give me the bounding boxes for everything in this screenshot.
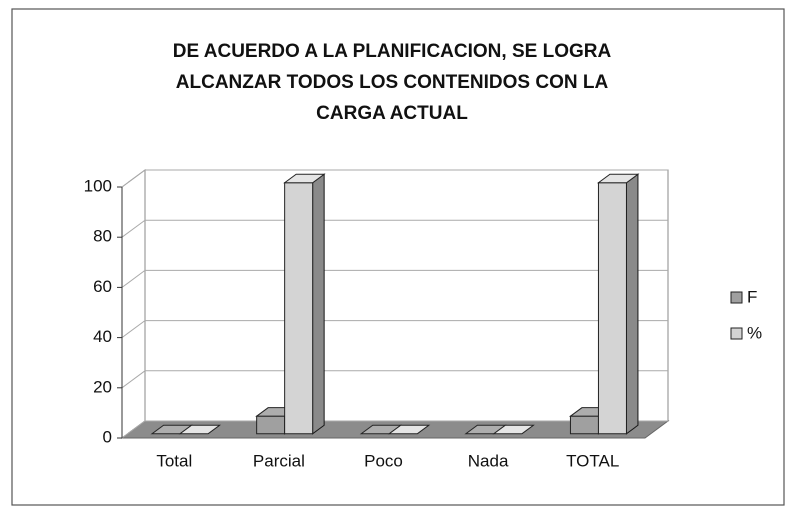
grid-line	[121, 219, 668, 238]
y-tick-label: 100	[84, 176, 112, 195]
bar-top	[283, 173, 326, 184]
legend-swatch	[730, 327, 743, 340]
chart-title: DE ACUERDO A LA PLANIFICACION, SE LOGRA	[173, 41, 612, 62]
y-tick-label: 80	[93, 227, 112, 246]
grid-line	[121, 320, 668, 339]
x-tick-label: Poco	[364, 451, 403, 470]
y-tick-label: 0	[103, 427, 112, 446]
y-tick-label: 20	[93, 377, 112, 396]
back-wall	[144, 169, 669, 422]
bar-side	[625, 173, 639, 435]
grid-line	[121, 269, 668, 288]
y-tick-label: 60	[93, 277, 112, 296]
x-tick-label: TOTAL	[566, 451, 619, 470]
x-tick-label: Total	[156, 451, 192, 470]
bar-top	[178, 424, 222, 435]
grid-line	[121, 169, 668, 188]
bar-top	[596, 173, 640, 184]
side-wall	[121, 169, 146, 439]
bar-top	[492, 424, 535, 435]
bar-top	[387, 424, 431, 435]
y-tick-label: 40	[93, 327, 112, 346]
bar	[256, 415, 286, 435]
bar-side	[312, 173, 325, 435]
x-tick-label: Nada	[468, 451, 509, 470]
legend-label: F	[747, 287, 757, 306]
x-tick-label: Parcial	[253, 451, 305, 470]
chart-title: CARGA ACTUAL	[316, 103, 468, 124]
bar	[284, 182, 314, 435]
legend-swatch	[730, 291, 743, 304]
bar	[597, 182, 627, 435]
legend-label: %	[747, 323, 762, 342]
chart-title: ALCANZAR TODOS LOS CONTENIDOS CON LA	[176, 72, 609, 93]
grid-line	[121, 370, 668, 389]
bar	[569, 415, 599, 435]
grid-line	[121, 420, 668, 439]
